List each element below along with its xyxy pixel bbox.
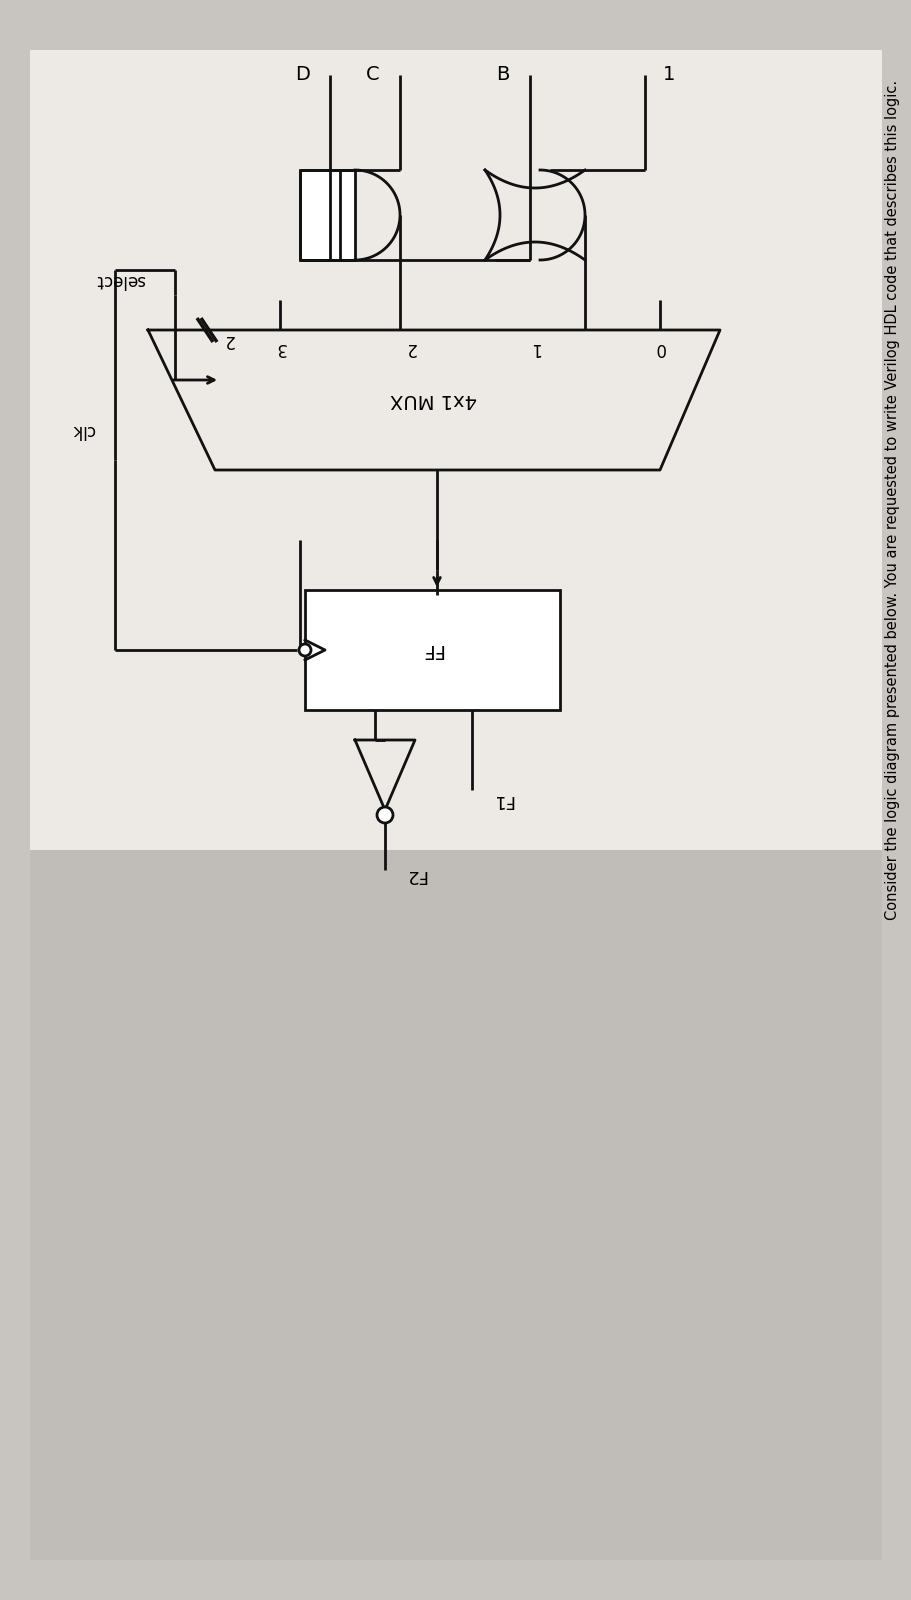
Text: B: B — [496, 66, 509, 85]
Circle shape — [376, 806, 393, 822]
Text: 2: 2 — [223, 331, 233, 349]
Text: 4x1 MUX: 4x1 MUX — [390, 390, 477, 410]
Text: Consider the logic diagram presented below. You are requested to write Verilog H: Consider the logic diagram presented bel… — [885, 80, 899, 920]
Bar — [30, 850, 881, 1560]
Text: C: C — [366, 66, 380, 85]
Text: 0: 0 — [654, 339, 664, 357]
Bar — [30, 50, 881, 850]
Bar — [300, 170, 354, 259]
Text: F1: F1 — [491, 790, 513, 810]
Bar — [304, 590, 559, 710]
Text: select: select — [96, 270, 145, 290]
Text: 3: 3 — [274, 339, 285, 357]
Text: clk: clk — [71, 421, 95, 438]
Text: 2: 2 — [404, 339, 415, 357]
Text: 1: 1 — [529, 339, 539, 357]
Text: 1: 1 — [662, 66, 675, 85]
Text: D: D — [295, 66, 310, 85]
Text: FF: FF — [420, 640, 443, 659]
Text: F2: F2 — [404, 866, 426, 883]
Circle shape — [299, 643, 311, 656]
